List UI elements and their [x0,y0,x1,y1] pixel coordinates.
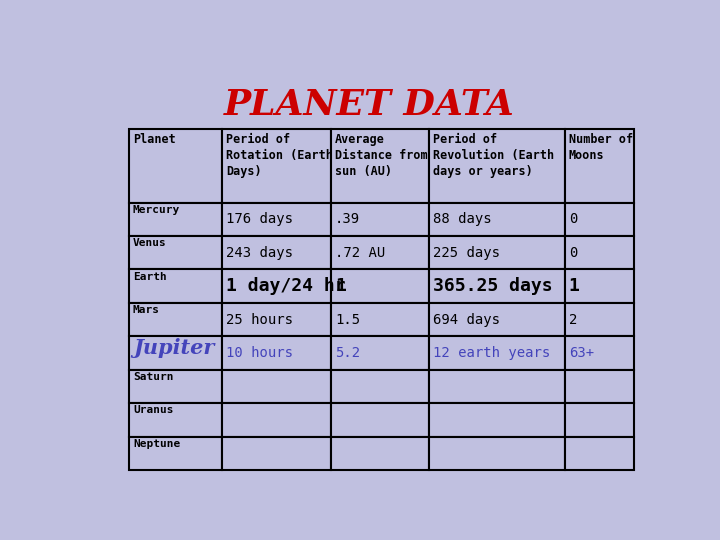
Text: 1 day/24 hr: 1 day/24 hr [226,277,346,295]
Text: 10 hours: 10 hours [226,346,293,360]
Bar [331,403,429,437]
Text: 176 days: 176 days [226,212,293,226]
Bar [565,269,634,303]
Bar [222,202,331,236]
Text: 5.2: 5.2 [335,346,360,360]
Bar [331,370,429,403]
Text: 225 days: 225 days [433,246,500,260]
Bar [129,236,222,269]
Bar [429,202,565,236]
Text: PLANET DATA: PLANET DATA [224,87,514,122]
Bar [222,336,331,370]
Bar [129,303,222,336]
Bar [429,370,565,403]
Bar [565,236,634,269]
Bar [565,303,634,336]
Text: Neptune: Neptune [133,439,180,449]
Bar [331,437,429,470]
Bar [565,336,634,370]
Bar [429,437,565,470]
Bar [429,269,565,303]
Bar [222,129,331,202]
Text: 63+: 63+ [569,346,594,360]
Bar [129,403,222,437]
Bar [429,236,565,269]
Text: 1: 1 [569,277,580,295]
Bar [129,269,222,303]
Text: 243 days: 243 days [226,246,293,260]
Bar [429,303,565,336]
Bar [222,236,331,269]
Text: Period of
Revolution (Earth
days or years): Period of Revolution (Earth days or year… [433,133,554,178]
Bar [565,129,634,202]
Bar [129,129,222,202]
Text: Number of
Moons: Number of Moons [569,133,633,161]
Bar [331,269,429,303]
Bar [565,437,634,470]
Bar [429,403,565,437]
Text: 1.5: 1.5 [335,313,360,327]
Text: .39: .39 [335,212,360,226]
Bar [565,202,634,236]
Bar [129,370,222,403]
Bar [222,370,331,403]
Text: 0: 0 [569,212,577,226]
Text: 1: 1 [335,277,346,295]
Text: Average
Distance from
sun (AU): Average Distance from sun (AU) [335,133,428,178]
Bar [429,129,565,202]
Bar [331,129,429,202]
Text: Mercury: Mercury [133,205,180,214]
Text: Venus: Venus [133,238,167,248]
Text: .72 AU: .72 AU [335,246,385,260]
Text: Period of
Rotation (Earth
Days): Period of Rotation (Earth Days) [226,133,333,178]
Bar [331,202,429,236]
Bar [129,437,222,470]
Text: 12 earth years: 12 earth years [433,346,551,360]
Text: 694 days: 694 days [433,313,500,327]
Text: Mars: Mars [133,305,160,315]
Text: Jupiter: Jupiter [133,339,215,359]
Text: Uranus: Uranus [133,406,174,415]
Bar [129,336,222,370]
Text: Planet: Planet [133,133,176,146]
Bar [222,269,331,303]
Bar [565,403,634,437]
Bar [129,202,222,236]
Bar [222,437,331,470]
Bar [331,236,429,269]
Text: 88 days: 88 days [433,212,492,226]
Text: 365.25 days: 365.25 days [433,277,553,295]
Text: Earth: Earth [133,272,167,281]
Bar [222,403,331,437]
Bar [331,303,429,336]
Text: Saturn: Saturn [133,372,174,382]
Text: 0: 0 [569,246,577,260]
Bar [331,336,429,370]
Bar [222,303,331,336]
Bar [429,336,565,370]
Text: 2: 2 [569,313,577,327]
Text: 25 hours: 25 hours [226,313,293,327]
Bar [565,370,634,403]
